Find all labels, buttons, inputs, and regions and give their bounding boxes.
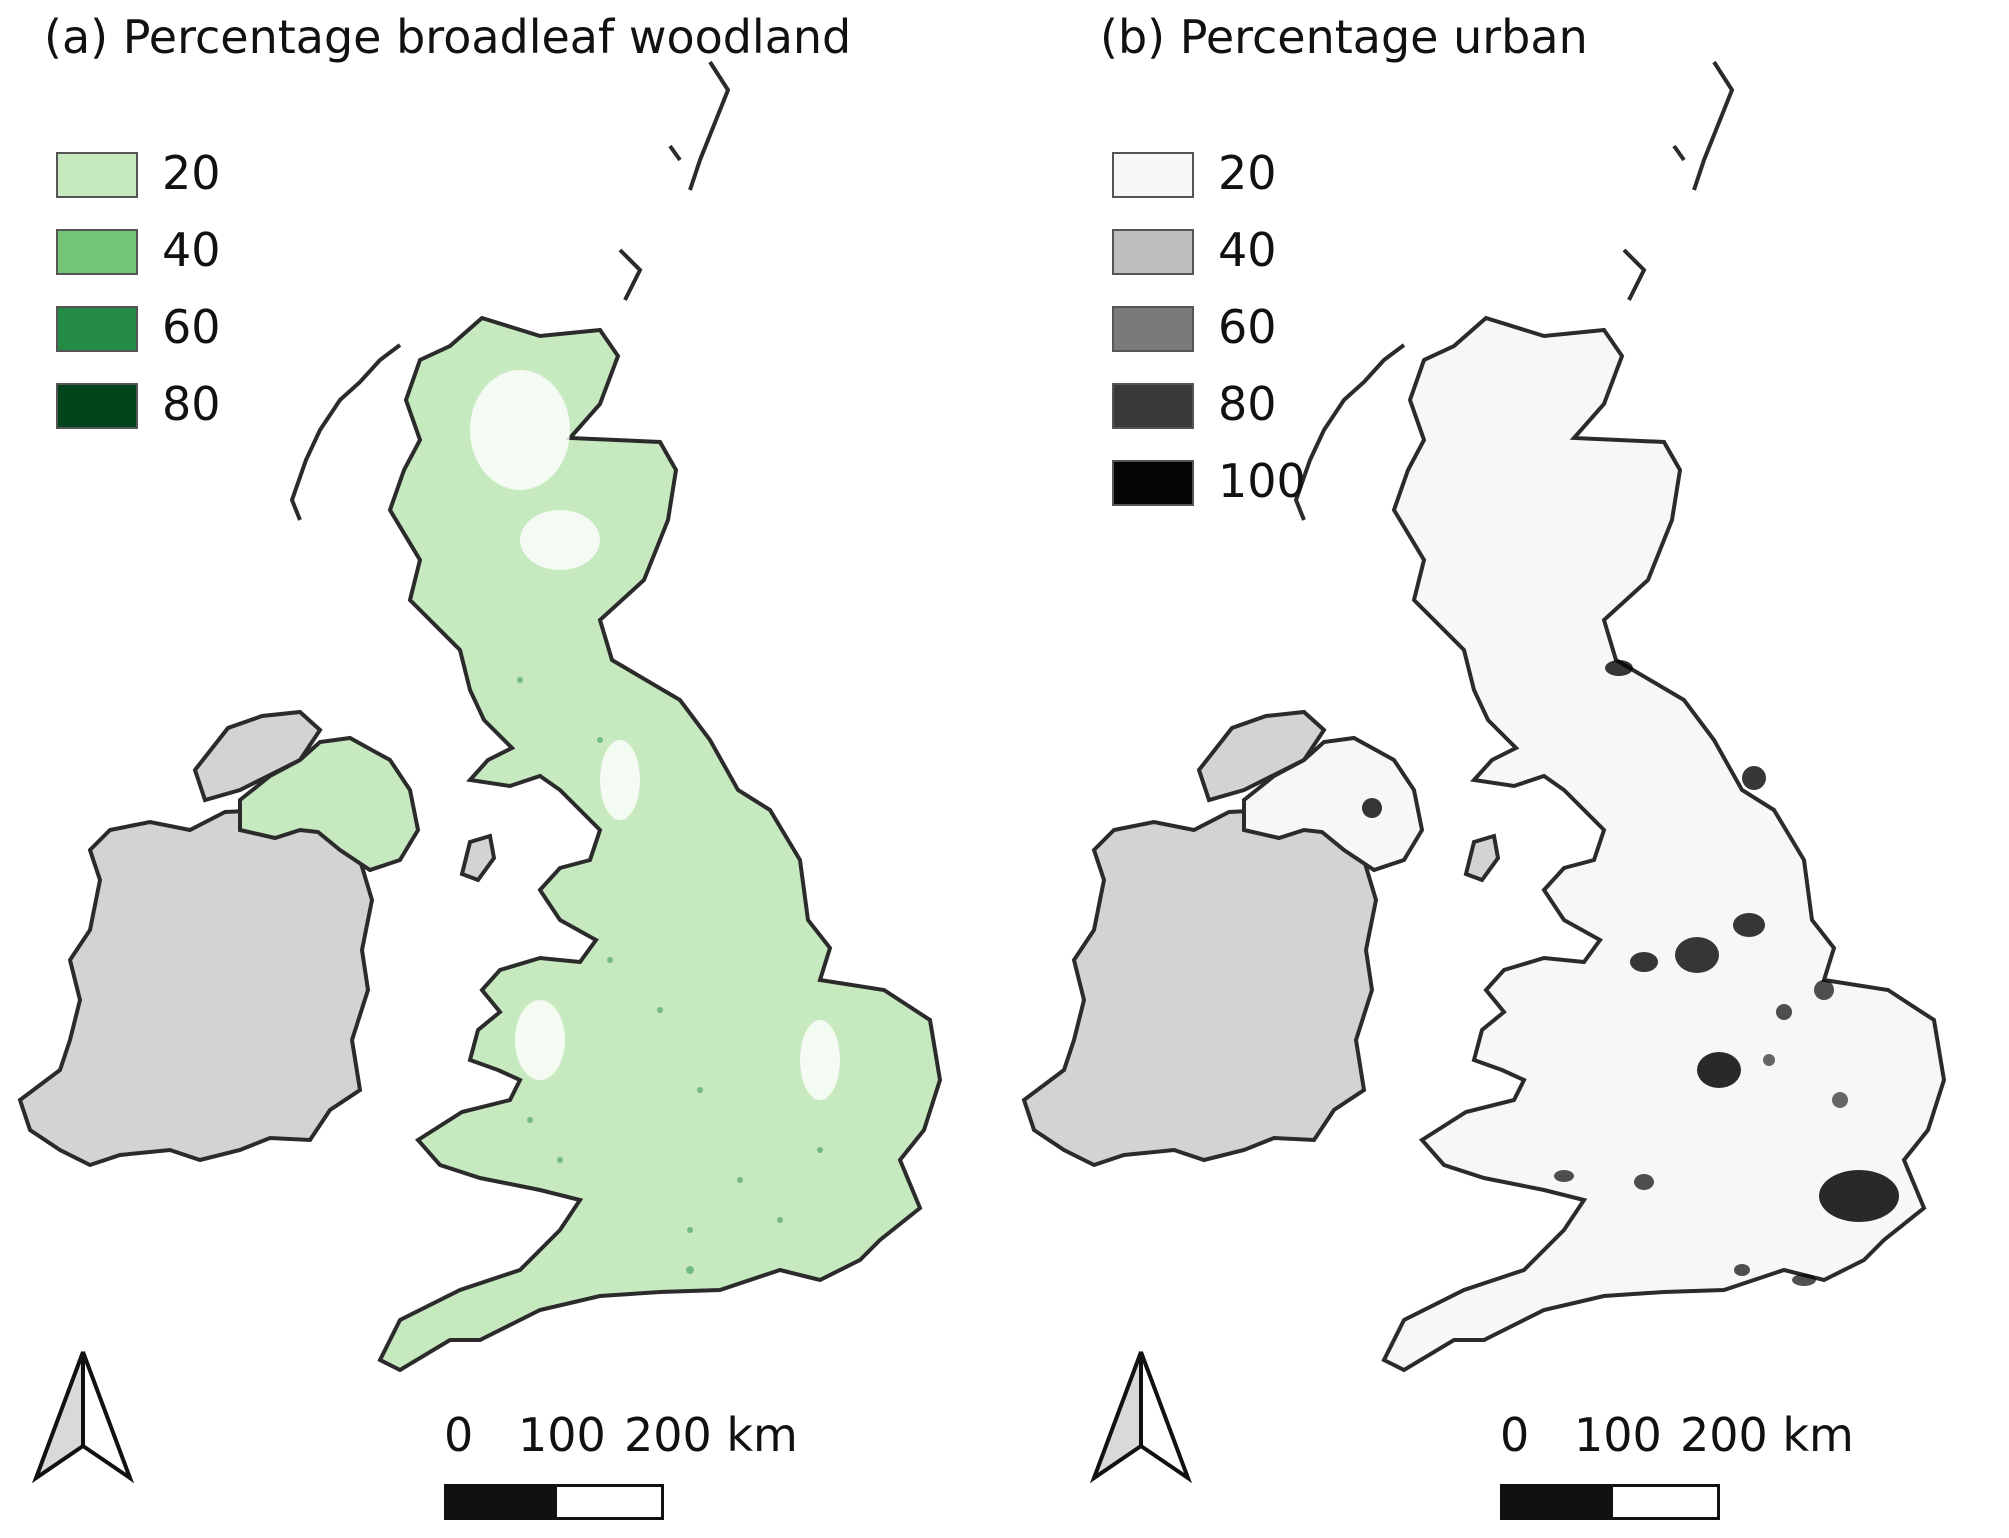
great-britain <box>377 315 943 1373</box>
legend-label: 40 <box>162 223 221 277</box>
legend-swatch <box>56 383 138 429</box>
woodland-texture <box>517 677 823 1274</box>
ireland-north-grey <box>192 709 323 803</box>
panel-title: (b) Percentage urban <box>1100 10 1588 64</box>
scale-bar-graphic <box>1500 1484 1720 1520</box>
panel-title: (a) Percentage broadleaf woodland <box>44 10 852 64</box>
legend-swatch <box>56 152 138 198</box>
legend-label: 20 <box>1218 146 1277 200</box>
legend-label: 40 <box>1218 223 1277 277</box>
north-arrow-icon <box>1089 1351 1193 1484</box>
scale-label-0: 0 <box>1500 1408 1530 1462</box>
legend-label: 80 <box>162 377 221 431</box>
northern-ireland <box>1242 735 1425 873</box>
map-broadleaf-woodland <box>17 60 943 1373</box>
scale-label-0: 0 <box>444 1408 474 1462</box>
ireland-landmass <box>17 787 375 1168</box>
legend-label: 60 <box>162 300 221 354</box>
legend-swatch <box>1112 383 1194 429</box>
legend-swatch <box>1112 306 1194 352</box>
scale-label-200: 200 km <box>624 1408 798 1462</box>
legend-label: 20 <box>162 146 221 200</box>
northern-isles <box>1622 60 1735 301</box>
urban-areas <box>1362 660 1899 1286</box>
northern-ireland <box>238 735 421 873</box>
legend-label: 80 <box>1218 377 1277 431</box>
isle-of-man <box>459 833 497 883</box>
scale-bar-graphic <box>444 1484 664 1520</box>
north-arrow-icon <box>31 1351 135 1484</box>
ireland-landmass <box>1021 787 1379 1168</box>
legend-swatch <box>1112 460 1194 506</box>
ireland-north-grey <box>1196 709 1327 803</box>
legend-swatch <box>56 229 138 275</box>
northern-isles <box>618 60 731 301</box>
scale-label-100: 100 <box>1574 1408 1662 1462</box>
panel-urban: (b) Percentage urban <box>1004 0 2008 1538</box>
legend-swatch <box>56 306 138 352</box>
legend-label: 60 <box>1218 300 1277 354</box>
great-britain <box>1381 315 1947 1373</box>
panel-broadleaf-woodland: (a) Percentage broadleaf woodland <box>0 0 1004 1538</box>
outer-hebrides <box>1293 343 1406 521</box>
isle-of-man <box>1463 833 1501 883</box>
scale-label-100: 100 <box>518 1408 606 1462</box>
scale-label-200: 200 km <box>1680 1408 1854 1462</box>
upland-areas <box>470 370 840 1100</box>
legend-swatch <box>1112 152 1194 198</box>
map-urban <box>1021 60 1947 1373</box>
outer-hebrides <box>289 343 402 521</box>
legend-label: 100 <box>1218 454 1306 508</box>
legend-swatch <box>1112 229 1194 275</box>
